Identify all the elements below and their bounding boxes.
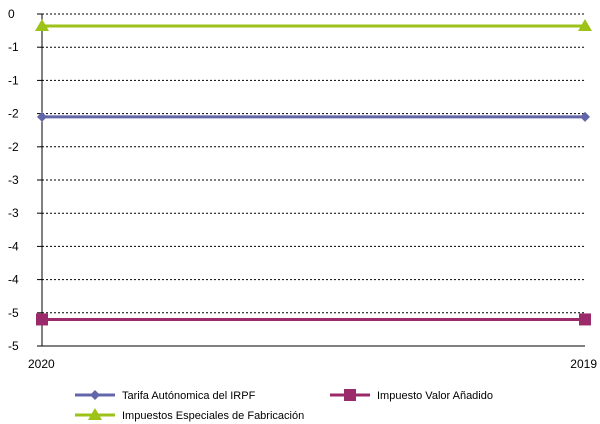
y-axis-ticks: 0 -1 -1 -2 -2 -3 -3 -4 -4 -5 -5 <box>8 7 42 353</box>
data-point-2-1 <box>36 313 48 326</box>
data-point-1-1 <box>37 111 47 122</box>
y-tick-label: -5 <box>8 339 19 353</box>
legend-marker-3 <box>88 408 102 420</box>
legend-label-1: Tarifa Autónomica del IRPF <box>122 390 256 402</box>
series-group <box>35 18 592 326</box>
legend-label-2: Impuesto Valor Añadido <box>377 390 493 402</box>
x-tick-label: 2019 <box>570 357 597 371</box>
x-tick-label: 2020 <box>28 357 55 371</box>
legend-marker-2 <box>344 389 356 401</box>
legend-item-3: Impuestos Especiales de Fabricación <box>75 408 304 422</box>
y-tick-label: -3 <box>8 173 19 187</box>
legend-marker-1 <box>90 390 100 400</box>
y-tick-label: -3 <box>8 206 19 220</box>
legend-label-3: Impuestos Especiales de Fabricación <box>122 410 304 422</box>
y-tick-label: -5 <box>8 306 19 320</box>
y-tick-label: -4 <box>8 239 19 253</box>
legend-item-2: Impuesto Valor Añadido <box>330 389 493 402</box>
y-tick-label: -2 <box>8 107 19 121</box>
y-tick-label: -1 <box>8 73 19 87</box>
data-point-1-2 <box>580 111 590 122</box>
x-axis-ticks: 2020 2019 <box>28 357 597 371</box>
legend: Tarifa Autónomica del IRPF Impuesto Valor… <box>75 389 493 422</box>
y-tick-label: -1 <box>8 40 19 54</box>
legend-item-1: Tarifa Autónomica del IRPF <box>75 390 256 402</box>
data-point-3-1 <box>35 18 49 31</box>
y-tick-label: 0 <box>8 7 15 21</box>
grid-lines <box>42 13 585 314</box>
data-point-3-2 <box>578 18 592 31</box>
y-tick-label: -2 <box>8 140 19 154</box>
y-tick-label: -4 <box>8 273 19 287</box>
data-point-2-2 <box>579 313 591 326</box>
